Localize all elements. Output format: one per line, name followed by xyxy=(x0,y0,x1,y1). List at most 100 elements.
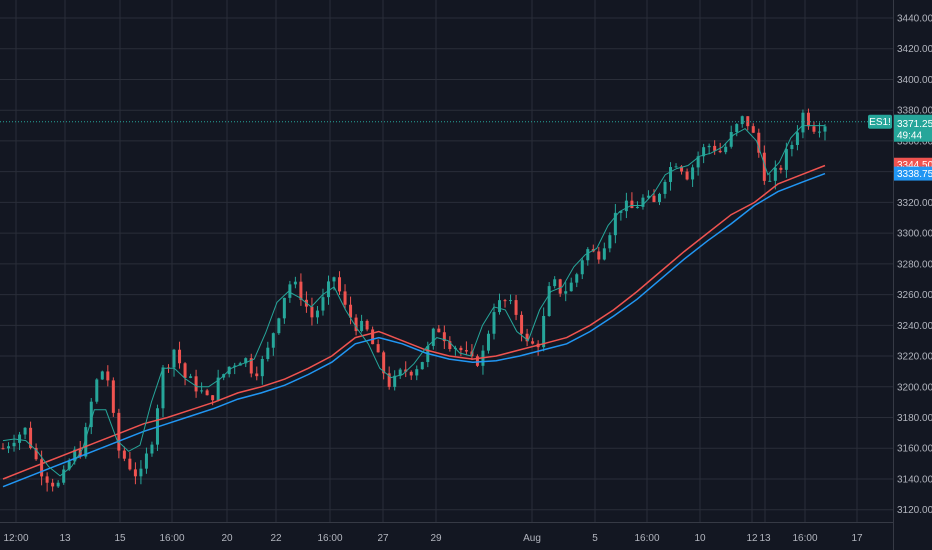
candle-body xyxy=(547,286,551,317)
candle-body xyxy=(117,412,121,451)
x-tick-label: 16:00 xyxy=(159,533,184,544)
candle-body xyxy=(200,390,204,392)
candle-body xyxy=(89,401,93,428)
candle-body xyxy=(144,453,148,469)
series-value-label: 3371.25 xyxy=(897,119,932,130)
candle-body xyxy=(244,358,248,364)
candle-body xyxy=(371,329,375,345)
candle-body xyxy=(161,367,165,409)
candle-body xyxy=(404,369,408,372)
candle-body xyxy=(751,126,755,133)
candle-body xyxy=(542,316,546,348)
x-tick-label: 16:00 xyxy=(634,533,659,544)
candle-body xyxy=(646,195,650,198)
ma-mid-line xyxy=(2,164,826,480)
y-tick-label: 3400.00 xyxy=(897,75,932,86)
candle-body xyxy=(7,446,11,449)
x-tick-label: 12 xyxy=(746,533,758,544)
candle-body xyxy=(293,281,297,285)
candle-body xyxy=(812,126,816,132)
candle-body xyxy=(707,145,711,148)
candle-body xyxy=(332,277,336,282)
candle-body xyxy=(657,193,661,203)
candle-body xyxy=(696,156,700,168)
candle-body xyxy=(558,279,562,294)
candle-body xyxy=(288,284,292,298)
candle-body xyxy=(613,212,617,236)
y-tick-label: 3220.00 xyxy=(897,352,932,363)
y-tick-label: 3280.00 xyxy=(897,259,932,270)
candle-body xyxy=(729,132,733,147)
candle-body xyxy=(393,375,397,387)
candle-body xyxy=(525,333,529,342)
y-tick-label: 3240.00 xyxy=(897,321,932,332)
candle-body xyxy=(326,281,330,298)
candle-body xyxy=(56,482,60,487)
candle-body xyxy=(172,349,176,368)
candle-body xyxy=(183,363,187,378)
candle-body xyxy=(624,200,628,212)
candle-body xyxy=(448,341,452,349)
candle-body xyxy=(437,328,441,333)
y-tick-label: 3380.00 xyxy=(897,106,932,117)
x-tick-label: 29 xyxy=(430,533,442,544)
x-axis[interactable]: 12:00 13 15 16:00 20 22 16:00 27 29 Aug 5 16:00 10 12… xyxy=(3,533,863,544)
candle-body xyxy=(586,249,590,261)
candle-body xyxy=(498,300,502,313)
candle-body xyxy=(602,248,606,260)
x-tick-label: 15 xyxy=(114,533,126,544)
candle-body xyxy=(773,167,777,181)
candle-body xyxy=(520,314,524,334)
candle-body xyxy=(387,373,391,387)
y-tick-label: 3200.00 xyxy=(897,382,932,393)
candle-body xyxy=(597,251,601,260)
candle-body xyxy=(790,144,794,150)
candle-body xyxy=(67,461,71,470)
candle-body xyxy=(260,358,264,377)
candle-body xyxy=(713,145,717,151)
candle-body xyxy=(310,306,314,318)
candle-body xyxy=(514,300,518,315)
candle-body xyxy=(349,304,353,318)
candle-body xyxy=(277,318,281,334)
y-tick-label: 3440.00 xyxy=(897,14,932,25)
candle-body xyxy=(216,377,220,401)
candle-body xyxy=(321,297,325,311)
candle-body xyxy=(18,434,22,443)
y-tick-label: 3360.00 xyxy=(897,136,932,147)
candle-body xyxy=(486,333,490,351)
y-tick-label: 3320.00 xyxy=(897,198,932,209)
y-tick-label: 3160.00 xyxy=(897,444,932,455)
candle-body xyxy=(211,395,215,401)
candle-body xyxy=(233,365,237,367)
x-tick-label: 17 xyxy=(851,533,863,544)
series-value-label: 3338.75 xyxy=(897,169,932,180)
candle-body xyxy=(746,116,750,127)
x-tick-label: 10 xyxy=(694,533,706,544)
x-tick-label: 13 xyxy=(759,533,771,544)
candle-body xyxy=(509,300,513,302)
series-value-tag xyxy=(894,166,932,181)
x-tick-label: 16:00 xyxy=(317,533,342,544)
candle-body xyxy=(580,260,584,275)
candle-body xyxy=(62,469,66,483)
candle-body xyxy=(801,112,805,133)
candle-body xyxy=(271,333,275,348)
candle-body xyxy=(553,279,557,287)
candle-body xyxy=(360,320,364,332)
candle-body xyxy=(685,171,689,180)
candle-body xyxy=(740,116,744,125)
candle-body xyxy=(459,347,463,351)
candle-body xyxy=(409,371,413,376)
candle-body xyxy=(464,350,468,352)
candle-body xyxy=(415,369,419,376)
y-tick-label: 3180.00 xyxy=(897,413,932,424)
candle-body xyxy=(619,211,623,213)
candle-body xyxy=(122,450,126,459)
y-tick-label: 3420.00 xyxy=(897,44,932,55)
candle-body xyxy=(823,126,827,132)
candle-body xyxy=(150,444,154,454)
